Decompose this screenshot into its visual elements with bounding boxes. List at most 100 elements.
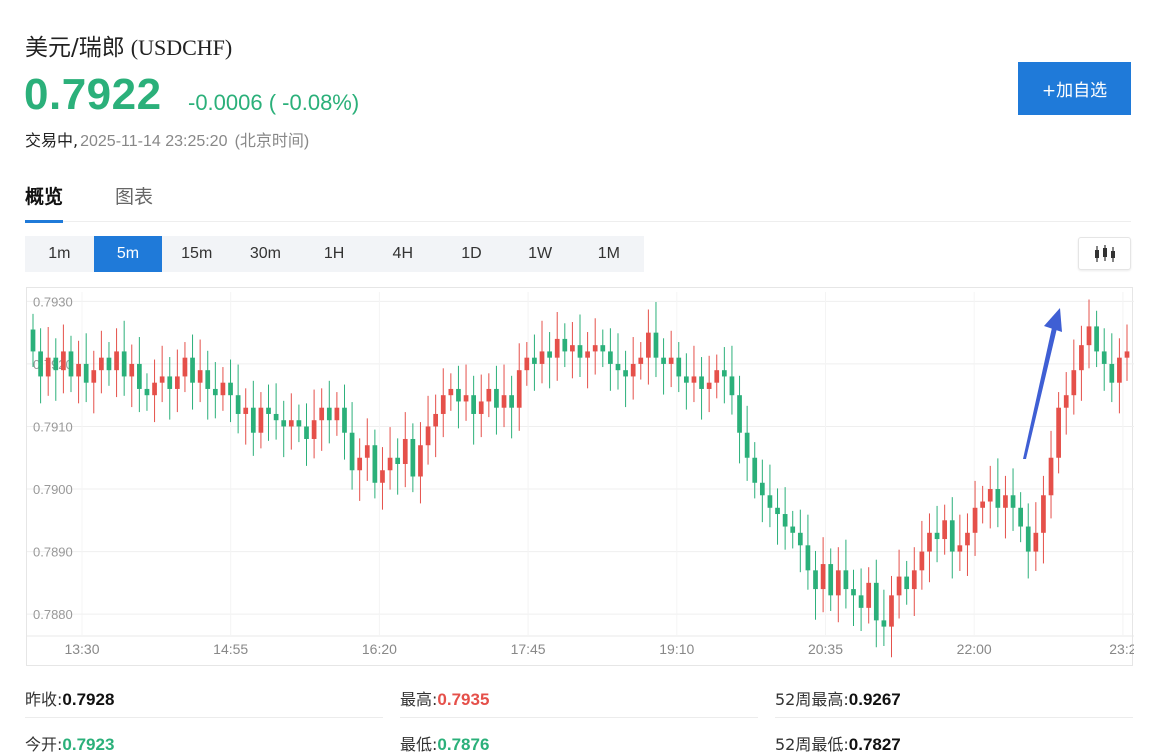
x-tick-label: 14:55 — [213, 641, 248, 657]
candle-body — [425, 426, 431, 446]
candle-body — [957, 545, 963, 552]
candle-body — [949, 520, 955, 552]
candle-body — [167, 376, 173, 389]
period-30m[interactable]: 30m — [249, 245, 281, 262]
candle-body — [433, 413, 439, 427]
tab-bar: 概览 图表 — [25, 178, 1131, 223]
candle-body — [159, 376, 165, 383]
candle-body — [592, 345, 598, 352]
candle-body — [691, 376, 697, 383]
candle-body — [721, 370, 727, 377]
stat-value: 0.7935 — [437, 690, 490, 709]
candle-body — [873, 582, 879, 621]
status-label: 交易中, — [25, 131, 79, 150]
y-tick-label: 0.7930 — [33, 294, 73, 309]
candle-body — [68, 351, 74, 377]
candle-body — [137, 363, 142, 389]
candle-body — [456, 388, 461, 402]
stat-value: 0.9267 — [848, 690, 901, 709]
candle-body — [539, 351, 545, 364]
candle-body — [1033, 532, 1039, 552]
trend-arrow-shaft — [1023, 323, 1058, 459]
stat-divider — [400, 717, 758, 718]
candle-body — [813, 570, 818, 590]
candle-body — [220, 382, 226, 396]
period-15m[interactable]: 15m — [181, 245, 213, 262]
candle-body — [668, 357, 674, 364]
candle-body — [995, 489, 1001, 508]
price-chart[interactable]: 0.7930 0.7920 0.7910 0.7900 0.7890 0.7880 13:3… — [26, 287, 1134, 666]
candle-body — [1048, 457, 1054, 496]
x-tick-label: 23:2 — [1109, 641, 1134, 657]
candle-body — [30, 329, 36, 352]
trend-arrow-head — [1044, 308, 1062, 332]
candle-body — [630, 363, 636, 377]
candle-body — [1101, 351, 1107, 364]
tab-overview[interactable]: 概览 — [25, 182, 64, 223]
chart-type-toggle[interactable] — [1078, 237, 1131, 270]
candle-body — [266, 407, 271, 414]
candle-body — [927, 532, 932, 552]
period-4h[interactable]: 4H — [392, 245, 413, 262]
candle-body — [319, 407, 325, 421]
x-tick-label: 22:00 — [957, 641, 992, 657]
candle-body — [797, 532, 803, 546]
period-1d[interactable]: 1D — [461, 245, 482, 262]
instrument-title: 美元/瑞郎 (USDCHF) — [25, 28, 232, 62]
candle-body — [615, 363, 621, 371]
candle-body — [934, 532, 940, 540]
stat-divider — [25, 717, 383, 718]
last-price: 0.7922 — [24, 70, 162, 119]
candle-body — [919, 551, 925, 571]
candle-body — [76, 363, 81, 377]
candle-body — [45, 357, 51, 377]
period-1h[interactable]: 1H — [323, 245, 345, 262]
chart-canvas: 0.79300.79200.79100.79000.78900.788013:3… — [27, 292, 1134, 658]
candle-body — [767, 495, 773, 508]
candle-body — [311, 420, 317, 439]
stat-label: 最高: — [400, 690, 438, 709]
candle-body — [1041, 495, 1046, 533]
candle-body — [729, 376, 735, 396]
candle-body — [349, 432, 355, 471]
candle-body — [965, 532, 970, 546]
stat-value: 0.7876 — [437, 735, 490, 754]
candle-body — [501, 395, 507, 408]
stat-value: 0.7827 — [848, 735, 901, 754]
stat-value: 0.7928 — [62, 690, 115, 709]
candle-body — [547, 351, 552, 358]
candle-body — [387, 457, 393, 471]
stat-label: 最低: — [400, 735, 438, 754]
candle-body — [83, 363, 89, 383]
candle-body — [53, 357, 59, 371]
period-1m[interactable]: 1m — [48, 245, 71, 262]
candle-body — [91, 370, 97, 383]
tab-chart[interactable]: 图表 — [115, 186, 154, 208]
candle-body — [843, 570, 849, 590]
candle-body — [987, 489, 993, 502]
candle-body — [304, 426, 309, 439]
period-5m[interactable]: 5m — [93, 236, 163, 272]
candle-body — [418, 445, 423, 477]
candle-body — [380, 470, 385, 483]
candle-body — [494, 388, 499, 408]
x-tick-label: 16:20 — [362, 641, 397, 657]
candle-body — [1124, 351, 1130, 358]
y-tick-label: 0.7890 — [33, 545, 73, 560]
candle-body — [114, 351, 119, 371]
candle-body — [759, 482, 765, 496]
candle-body — [577, 345, 583, 358]
x-tick-label: 20:35 — [808, 641, 843, 657]
add-watchlist-button[interactable]: +加自选 — [1018, 62, 1131, 115]
candle-body — [486, 388, 492, 402]
period-1mo[interactable]: 1M — [597, 245, 620, 262]
period-1w[interactable]: 1W — [528, 245, 553, 262]
candle-body — [243, 407, 249, 414]
candle-body — [866, 582, 872, 608]
candle-body — [228, 382, 233, 396]
candle-body — [653, 332, 659, 358]
candle-body — [205, 370, 211, 389]
candle-body — [820, 564, 826, 590]
stat-value: 0.7923 — [62, 735, 115, 754]
candle-body — [273, 413, 279, 421]
